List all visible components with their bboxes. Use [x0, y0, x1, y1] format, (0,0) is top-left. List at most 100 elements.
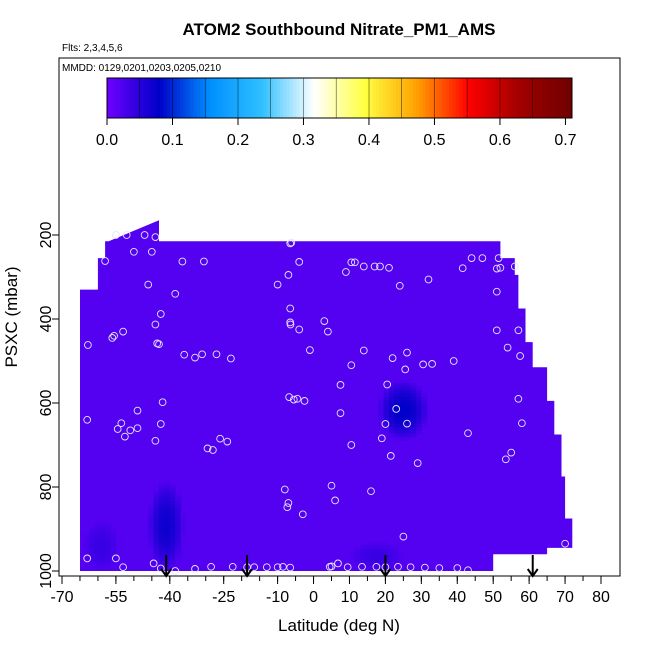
heatmap-cell: [105, 537, 112, 542]
colorbar-segment: [173, 78, 178, 118]
heatmap-cell: [399, 403, 406, 408]
heatmap-cell: [421, 406, 428, 411]
heatmap-cell: [164, 510, 171, 515]
heatmap-cell: [394, 396, 401, 401]
heatmap-cell: [175, 497, 182, 502]
heatmap-cell: [110, 547, 117, 552]
colorbar-segment: [256, 78, 261, 118]
heatmap-cell: [175, 558, 182, 562]
heatmap-cell: [159, 561, 165, 566]
heatmap-cell: [99, 540, 106, 545]
colorbar-segment: [316, 78, 320, 118]
colorbar-segment: [528, 78, 533, 118]
heatmap-cell: [99, 554, 106, 559]
sample-point: [395, 281, 404, 290]
heatmap-cell: [376, 558, 383, 563]
heatmap-cell: [89, 537, 95, 542]
colorbar-segment: [435, 78, 440, 118]
sample-point: [285, 393, 293, 401]
heatmap-cell: [159, 497, 165, 502]
sample-point: [212, 350, 221, 359]
heatmap-cell: [180, 517, 187, 522]
heatmap-cell: [421, 403, 428, 408]
heatmap-cell: [410, 406, 417, 411]
sample-point: [324, 327, 332, 336]
colorbar-segment: [279, 78, 284, 118]
colorbar-segment: [170, 78, 174, 118]
heatmap-cell: [169, 531, 176, 536]
colorbar-segment: [166, 78, 171, 118]
heatmap-cell: [394, 420, 401, 425]
heatmap-cell: [164, 514, 171, 519]
heatmap-cell: [94, 524, 101, 528]
heatmap-cell: [415, 406, 422, 411]
colorbar-segment: [342, 78, 347, 118]
colorbar-segment: [309, 78, 314, 118]
sample-point: [286, 563, 295, 572]
sample-point: [496, 263, 505, 272]
colorbar-frame: [106, 77, 573, 119]
heatmap-cell: [398, 548, 404, 553]
heatmap-cell: [394, 433, 401, 438]
heatmap-cell: [148, 541, 155, 546]
heatmap-cell: [180, 527, 187, 532]
colorbar-segment: [233, 78, 237, 118]
heatmap-cell: [99, 564, 106, 569]
enhanced-region: [148, 480, 187, 572]
sample-point: [347, 361, 356, 370]
heatmap-cell: [354, 545, 361, 549]
colorbar-segment: [379, 78, 384, 118]
colorbar-segment: [515, 78, 520, 118]
colorbar-segment: [263, 78, 267, 118]
heatmap-cell: [148, 517, 155, 522]
heatmap-cell: [175, 494, 182, 499]
heatmap-cell: [159, 494, 165, 499]
colorbar-tick-label: 0.5: [423, 132, 445, 149]
heatmap-cell: [159, 564, 165, 569]
colorbar-segment: [146, 78, 151, 118]
colorbar-segment: [422, 78, 427, 118]
sample-point: [514, 326, 523, 335]
heatmap-cell: [394, 437, 401, 441]
heatmap-cell: [164, 487, 171, 492]
colorbar-segment: [219, 78, 224, 118]
heatmap-cell: [164, 568, 171, 572]
heatmap-cell: [175, 507, 182, 512]
colorbar-segment: [502, 78, 506, 118]
x-tick-label: 80: [592, 589, 610, 606]
colorbar-segment: [276, 78, 281, 118]
x-tick-label: -40: [158, 589, 181, 606]
heatmap-cell: [159, 544, 165, 549]
heatmap-cell: [175, 521, 182, 525]
heatmap-cell: [169, 551, 176, 556]
heatmap-cell: [376, 551, 383, 556]
heatmap-cell: [115, 540, 122, 545]
colorbar-segment: [289, 78, 294, 118]
dates-note: MMDD: 0129,0201,0203,0205,0210: [62, 63, 221, 74]
y-tick-label: 1000: [38, 553, 55, 589]
heatmap-cell: [360, 548, 367, 553]
colorbar-segment: [488, 78, 493, 118]
heatmap-cell: [110, 560, 117, 565]
colorbar-segment: [293, 78, 297, 118]
heatmap-cell: [405, 390, 412, 394]
heatmap-cell: [175, 500, 182, 505]
heatmap-cell: [94, 550, 101, 555]
heatmap-cell: [175, 517, 182, 522]
heatmap-field: [80, 220, 573, 572]
heatmap-cell: [410, 386, 417, 391]
x-tick-label: 70: [556, 589, 574, 606]
heatmap-cell: [410, 383, 417, 388]
heatmap-cell: [110, 530, 117, 535]
heatmap-cell: [159, 510, 165, 515]
heatmap-cell: [360, 551, 367, 556]
sample-point: [492, 326, 501, 335]
colorbar-segment: [259, 78, 264, 118]
heatmap-cell: [365, 548, 372, 553]
colorbar-segment: [386, 78, 390, 118]
colorbar-segment: [296, 78, 301, 118]
heatmap-cell: [399, 433, 406, 438]
colorbar-segment: [266, 78, 271, 118]
heatmap-cell: [159, 504, 165, 509]
sample-point: [151, 233, 160, 241]
